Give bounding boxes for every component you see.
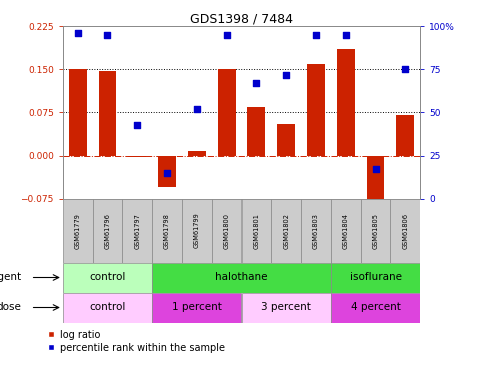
- Text: isoflurane: isoflurane: [350, 273, 401, 282]
- Text: agent: agent: [0, 273, 22, 282]
- Bar: [63, 292, 152, 322]
- Point: [312, 32, 320, 38]
- Bar: [331, 199, 361, 262]
- Bar: [277, 124, 295, 156]
- Bar: [301, 199, 331, 262]
- Bar: [188, 151, 206, 156]
- Bar: [218, 69, 236, 156]
- Bar: [152, 262, 331, 292]
- Text: control: control: [89, 303, 126, 312]
- Text: 1 percent: 1 percent: [172, 303, 222, 312]
- Text: GSM61779: GSM61779: [75, 213, 81, 249]
- Text: GSM61800: GSM61800: [224, 213, 229, 249]
- Bar: [271, 199, 301, 262]
- Bar: [361, 199, 390, 262]
- Bar: [367, 156, 384, 210]
- Text: 3 percent: 3 percent: [261, 303, 311, 312]
- Text: GSM61805: GSM61805: [372, 213, 379, 249]
- Bar: [242, 199, 271, 262]
- Text: GSM61797: GSM61797: [134, 213, 140, 249]
- Legend: log ratio, percentile rank within the sample: log ratio, percentile rank within the sa…: [43, 326, 229, 357]
- Bar: [93, 199, 122, 262]
- Bar: [390, 199, 420, 262]
- Bar: [212, 199, 242, 262]
- Title: GDS1398 / 7484: GDS1398 / 7484: [190, 12, 293, 25]
- Text: GSM61796: GSM61796: [104, 213, 111, 249]
- Text: control: control: [89, 273, 126, 282]
- Bar: [397, 116, 414, 156]
- Bar: [122, 199, 152, 262]
- Bar: [242, 292, 331, 322]
- Text: GSM61804: GSM61804: [343, 213, 349, 249]
- Point: [401, 66, 409, 72]
- Bar: [331, 262, 420, 292]
- Text: GSM61798: GSM61798: [164, 213, 170, 249]
- Point: [193, 106, 201, 112]
- Text: dose: dose: [0, 303, 22, 312]
- Text: GSM61802: GSM61802: [283, 213, 289, 249]
- Bar: [182, 199, 212, 262]
- Text: GSM61799: GSM61799: [194, 213, 200, 249]
- Text: GSM61801: GSM61801: [254, 213, 259, 249]
- Point: [372, 166, 380, 172]
- Bar: [152, 199, 182, 262]
- Text: GSM61803: GSM61803: [313, 213, 319, 249]
- Bar: [158, 156, 176, 187]
- Bar: [152, 292, 242, 322]
- Text: GSM61806: GSM61806: [402, 213, 408, 249]
- Point: [104, 32, 112, 38]
- Text: 4 percent: 4 percent: [351, 303, 400, 312]
- Point: [133, 122, 141, 128]
- Bar: [99, 70, 116, 156]
- Point: [342, 32, 350, 38]
- Text: halothane: halothane: [215, 273, 268, 282]
- Bar: [337, 49, 355, 156]
- Point: [74, 30, 82, 36]
- Point: [253, 80, 260, 86]
- Bar: [63, 262, 152, 292]
- Point: [223, 32, 230, 38]
- Bar: [331, 292, 420, 322]
- Bar: [69, 69, 86, 156]
- Bar: [247, 107, 265, 156]
- Bar: [63, 199, 93, 262]
- Bar: [307, 64, 325, 156]
- Bar: [128, 156, 146, 157]
- Point: [163, 170, 171, 176]
- Point: [282, 72, 290, 78]
